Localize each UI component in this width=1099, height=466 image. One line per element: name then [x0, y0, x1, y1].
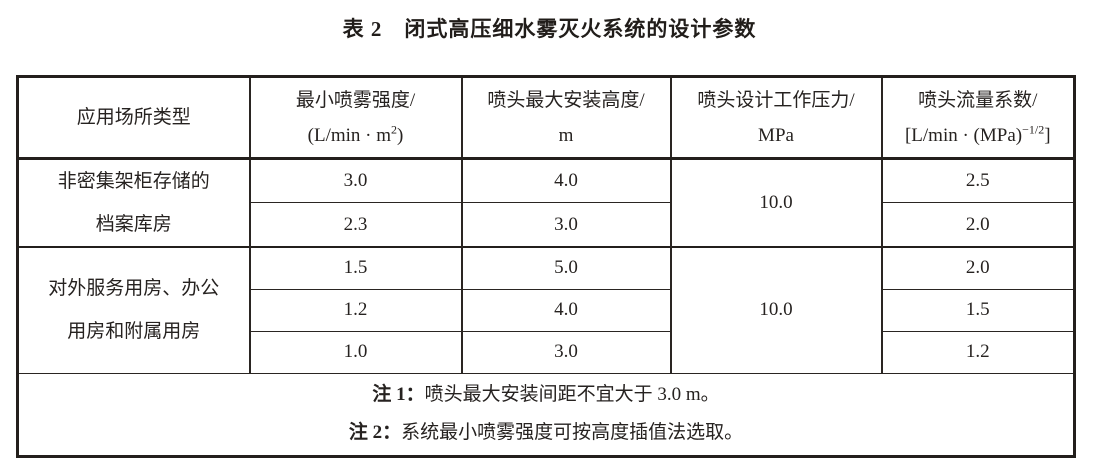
table-row: 对外服务用房、办公 用房和附属用房 1.5 5.0 10.0 2.0	[16, 246, 1076, 374]
height-value: 3.0	[460, 330, 672, 374]
header-min-spray-intensity: 最小喷雾强度/ (L/min · m2)	[248, 76, 463, 160]
header-unit: MPa	[758, 124, 794, 146]
note-1: 注 1：喷头最大安装间距不宜大于 3.0 m。	[19, 376, 1073, 414]
unit-text: ]	[1044, 124, 1051, 146]
header-flow-coefficient: 喷头流量系数/ [L/min · (MPa)−1/2]	[880, 76, 1076, 160]
site-type-service-office-rooms: 对外服务用房、办公 用房和附属用房	[16, 246, 251, 374]
header-text: 喷头最大安装高度/	[487, 89, 645, 111]
intensity-value: 2.3	[248, 202, 463, 248]
table-caption: 表 2 闭式高压细水雾灭火系统的设计参数	[342, 17, 757, 41]
note-text: 喷头最大安装间距不宜大于 3.0 m。	[424, 384, 720, 405]
unit-superscript: 2	[391, 122, 398, 137]
table-row: 1.0 3.0 1.2	[18, 330, 1076, 374]
intensity-value: 1.5	[248, 246, 463, 290]
notes-row: 注 1：喷头最大安装间距不宜大于 3.0 m。 注 2：系统最小喷雾强度可按高度…	[16, 372, 1076, 457]
header-unit: [L/min · (MPa)−1/2]	[883, 118, 1074, 153]
k-factor-value: 1.5	[880, 288, 1076, 332]
table-row: 非密集架柜存储的 档案库房 3.0 4.0 10.0 2.5	[16, 157, 1076, 248]
design-parameters-table: 应用场所类型 最小喷雾强度/ (L/min · m2) 喷头最大安装高度/ m …	[16, 75, 1076, 458]
table-notes: 注 1：喷头最大安装间距不宜大于 3.0 m。 注 2：系统最小喷雾强度可按高度…	[16, 372, 1076, 457]
site-type-archive-storage: 非密集架柜存储的 档案库房	[16, 158, 251, 248]
site-label-line: 非密集架柜存储的	[57, 171, 210, 192]
header-text: 喷头流量系数/	[918, 89, 1038, 111]
intensity-value: 1.0	[248, 330, 463, 374]
k-factor-value: 1.2	[880, 330, 1076, 374]
header-application-type: 应用场所类型	[16, 76, 251, 160]
k-factor-value: 2.5	[880, 157, 1076, 204]
header-unit: m	[558, 124, 574, 146]
header-row: 应用场所类型 最小喷雾强度/ (L/min · m2) 喷头最大安装高度/ m …	[16, 76, 1076, 160]
k-factor-value: 2.0	[880, 246, 1076, 290]
note-text: 系统最小喷雾强度可按高度插值法选取。	[401, 422, 744, 443]
site-label-line: 对外服务用房、办公	[48, 278, 220, 300]
table-row: 2.3 3.0 2.0	[18, 202, 1076, 248]
header-design-working-pressure: 喷头设计工作压力/ MPa	[669, 76, 883, 160]
site-label-line: 用房和附属用房	[67, 321, 201, 343]
height-value: 4.0	[460, 157, 672, 204]
unit-text: )	[397, 124, 404, 146]
pressure-value: 10.0	[669, 158, 883, 248]
pressure-value: 10.0	[669, 246, 883, 374]
height-value: 5.0	[460, 246, 672, 290]
header-max-install-height: 喷头最大安装高度/ m	[460, 76, 672, 160]
note-label: 注 2：	[348, 422, 402, 443]
unit-superscript: −1/2	[1022, 122, 1045, 137]
unit-text: (L/min · m	[307, 124, 392, 146]
table-row: 1.2 4.0 1.5	[18, 288, 1076, 332]
unit-text: [L/min · (MPa)	[904, 124, 1023, 146]
height-value: 3.0	[460, 202, 672, 248]
intensity-value: 3.0	[248, 157, 463, 204]
k-factor-value: 2.0	[880, 202, 1076, 248]
header-text: 应用场所类型	[76, 107, 191, 128]
header-unit: (L/min · m2)	[251, 118, 461, 153]
site-label-line: 档案库房	[95, 214, 172, 235]
header-text: 喷头设计工作压力/	[697, 89, 855, 111]
intensity-value: 1.2	[248, 288, 463, 332]
note-label: 注 1：	[372, 384, 425, 405]
header-text: 最小喷雾强度/	[295, 89, 416, 111]
note-2: 注 2：系统最小喷雾强度可按高度插值法选取。	[19, 414, 1073, 452]
height-value: 4.0	[460, 288, 672, 332]
